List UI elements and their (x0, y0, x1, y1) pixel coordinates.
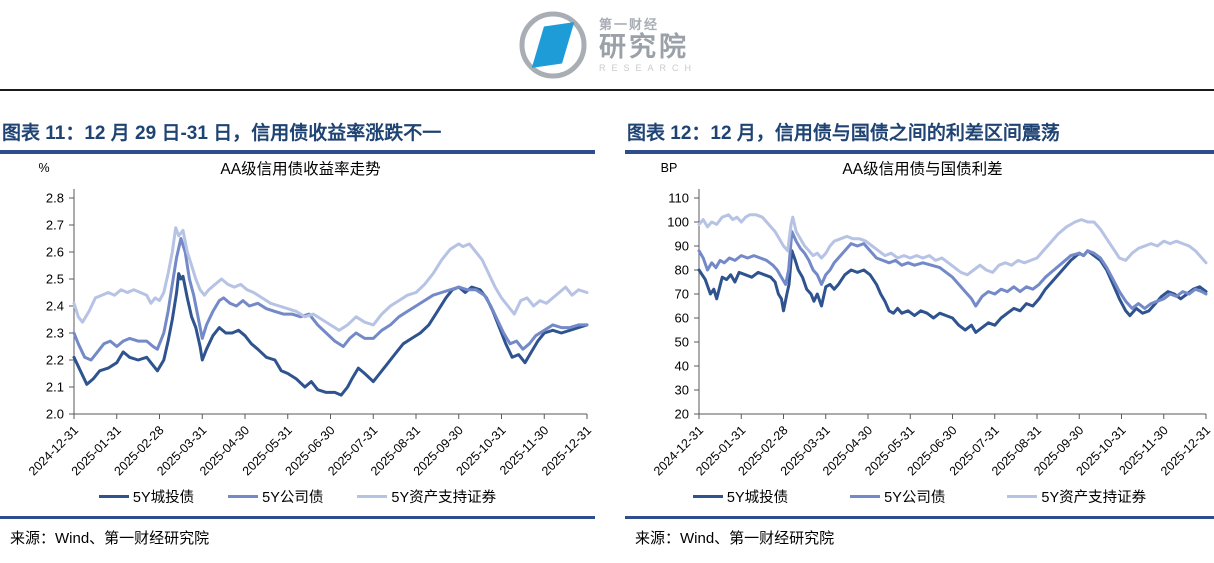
legend-item-2: 5Y资产支持证券 (1007, 486, 1146, 507)
yicai-logo-icon (517, 9, 589, 81)
axis-unit-label: % (38, 161, 49, 175)
y-tick-label: 2.3 (46, 326, 64, 341)
legend-item-0: 5Y城投债 (692, 486, 789, 507)
panel-figure-11: 图表 11：12 月 29 日-31 日，信用债收益率涨跌不一 % AA级信用债收… (0, 116, 595, 548)
y-tick-label: 100 (667, 215, 689, 230)
y-tick-labels: 20 30 40 50 60 70 80 90 100 110 (667, 191, 689, 422)
figure-12-legend: 5Y城投债 5Y公司债 5Y资产支持证券 (625, 484, 1214, 508)
axis-unit-label: BP (661, 161, 678, 175)
y-tick-label: 40 (675, 359, 689, 374)
legend-label: 5Y资产支持证券 (1041, 489, 1147, 506)
figure-12-caption: 图表 12：12 月，信用债与国债之间的利差区间震荡 (625, 116, 1214, 154)
y-tick-label: 2.4 (46, 299, 64, 314)
x-tick-labels: 2024-12-312025-01-312025-02-282025-03-31… (26, 423, 594, 478)
legend-label: 5Y公司债 (884, 489, 946, 506)
legend-item-1: 5Y公司债 (228, 486, 323, 507)
figure-11-caption: 图表 11：12 月 29 日-31 日，信用债收益率涨跌不一 (0, 116, 595, 154)
legend-line-swatch (228, 494, 259, 498)
legend-label: 5Y城投债 (132, 489, 195, 506)
y-tick-label: 30 (675, 383, 689, 398)
series-line-0 (697, 249, 1208, 334)
legend-label: 5Y公司债 (262, 489, 324, 506)
x-tick-labels: 2024-12-312025-01-312025-02-282025-03-31… (651, 423, 1213, 478)
y-tick-label: 60 (675, 311, 689, 326)
chart-axes (69, 189, 588, 419)
legend-label: 5Y城投债 (726, 489, 789, 506)
yicai-research-logo: 第一财经 研究院 RESEARCH (0, 4, 1214, 86)
figure-12-line-chart: BP AA级信用债与国债利差 20 30 40 50 60 70 80 90 100 110 2024-… (651, 160, 1213, 478)
legend-line-swatch (692, 494, 723, 498)
y-tick-label: 2.7 (46, 218, 64, 233)
legend-item-1: 5Y公司债 (850, 486, 945, 507)
chart-axes (694, 189, 1207, 419)
chart-title: AA级信用债与国债利差 (842, 160, 1002, 178)
y-tick-label: 50 (675, 335, 689, 350)
chart-columns: 图表 11：12 月 29 日-31 日，信用债收益率涨跌不一 % AA级信用债收… (0, 116, 1214, 548)
legend-line-swatch (98, 494, 129, 498)
logo-brand-top: 第一财经 (598, 16, 659, 32)
series-line-2 (72, 226, 589, 332)
y-tick-label: 2.1 (46, 380, 64, 395)
y-tick-label: 70 (675, 287, 689, 302)
legend-item-0: 5Y城投债 (98, 486, 195, 507)
logo-brand-main: 研究院 (598, 31, 689, 62)
figure-11-line-chart: % AA级信用债收益率走势2.02.12.22.32.42.52.62.72.82… (26, 160, 594, 478)
y-tick-label: 2.2 (46, 353, 64, 368)
y-tick-labels: 2.0 2.1 2.2 2.3 2.4 2.5 2.6 2.7 2.8 (46, 191, 64, 422)
legend-line-swatch (850, 494, 881, 498)
y-tick-label: 2.0 (46, 407, 64, 422)
legend-line-swatch (357, 494, 388, 498)
y-tick-label: 110 (668, 191, 689, 206)
panel-figure-12: 图表 12：12 月，信用债与国债之间的利差区间震荡 BP AA级信用债与国债利差… (625, 116, 1214, 548)
legend-item-2: 5Y资产支持证券 (357, 486, 496, 507)
series-line-0 (72, 272, 589, 397)
series-line-1 (72, 237, 589, 362)
legend-line-swatch (1007, 494, 1038, 498)
figure-12-source: 来源：Wind、第一财经研究院 (625, 516, 1214, 548)
series-line-1 (697, 230, 1208, 310)
y-tick-label: 2.5 (46, 272, 64, 287)
legend-label: 5Y资产支持证券 (391, 489, 497, 506)
chart-title: AA级信用债收益率走势 (220, 160, 380, 178)
figure-11-source: 来源：Wind、第一财经研究院 (0, 516, 595, 548)
logo-brand-sub: RESEARCH (598, 62, 697, 73)
figure-11-legend: 5Y城投债 5Y公司债 5Y资产支持证券 (0, 484, 595, 508)
y-tick-label: 20 (675, 407, 689, 422)
top-divider-rule (0, 89, 1214, 91)
y-tick-label: 2.8 (46, 191, 64, 206)
logo-wordmark: 第一财经 研究院 RESEARCH (599, 18, 697, 73)
y-tick-label: 2.6 (46, 245, 64, 260)
y-tick-label: 90 (675, 239, 689, 254)
series-line-2 (697, 213, 1208, 277)
y-tick-label: 80 (675, 263, 689, 278)
